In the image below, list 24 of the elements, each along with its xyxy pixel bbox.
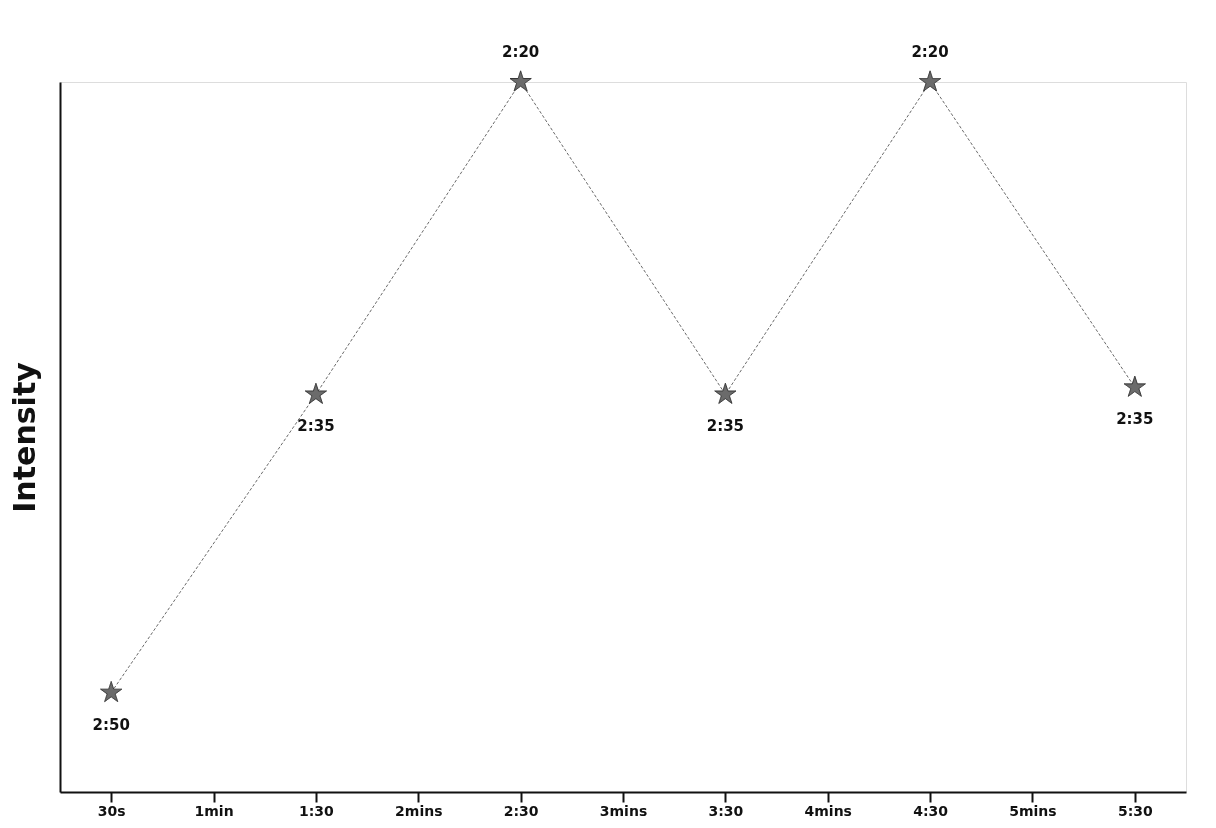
point (1123, 375, 1146, 397)
y-axis-title: Intensity (6, 361, 42, 513)
x-tick-label: 5mins (1009, 802, 1057, 819)
x-tick-label: 3:30 (708, 802, 744, 819)
point (304, 382, 328, 404)
annotation: 2:20 (911, 43, 949, 61)
x-tick-label: 2mins (395, 802, 443, 819)
annotation: 2:35 (1116, 410, 1154, 429)
x-tick-label: 5:30 (1117, 802, 1153, 819)
x-tick-label: 4:30 (913, 802, 949, 819)
x-tick-label: 30s (97, 802, 126, 819)
annotation: 2:35 (706, 417, 745, 436)
point (100, 680, 123, 703)
point (714, 382, 737, 404)
x-tick-label: 3mins (599, 802, 648, 819)
x-tick-label: 2:30 (503, 802, 539, 819)
point (918, 70, 942, 92)
x-tick-label: 1:30 (299, 802, 335, 819)
annotation: 2:20 (501, 43, 540, 61)
annotation: 2:35 (297, 417, 335, 436)
point (509, 70, 532, 92)
x-tick-label: 4mins (804, 802, 852, 819)
annotation: 2:50 (92, 715, 130, 734)
x-tick-label: 1min (194, 802, 234, 819)
